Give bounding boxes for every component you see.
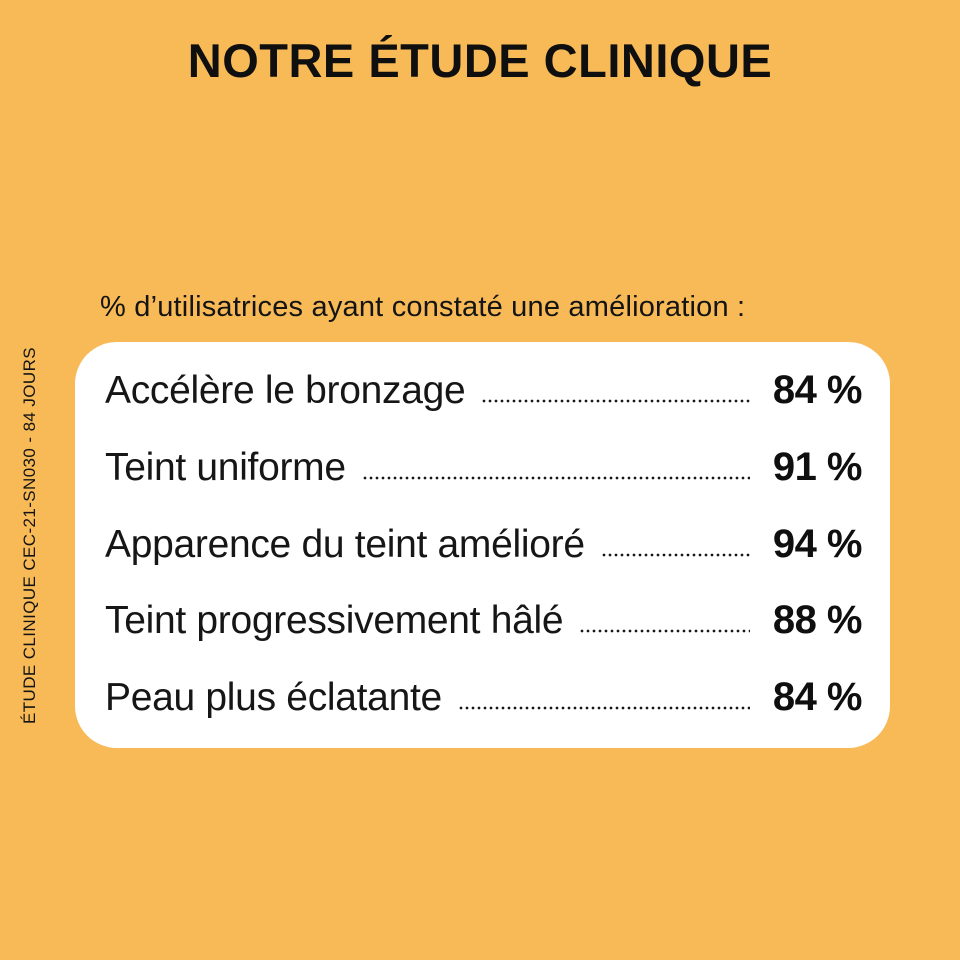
stat-label: Teint progressivement hâlé — [105, 599, 564, 643]
stats-card: Accélère le bronzage 84 % Teint uniforme… — [75, 342, 890, 748]
study-reference-vertical-label: ÉTUDE CLINIQUE CEC-21-SN030 - 84 JOURS — [20, 346, 39, 724]
dotted-leader — [361, 475, 750, 480]
dotted-leader — [579, 629, 750, 634]
stat-label: Apparence du teint amélioré — [105, 522, 585, 566]
dotted-leader — [457, 706, 750, 710]
stat-value: 84 % — [772, 675, 863, 719]
stat-row: Teint uniforme 91 % — [105, 444, 863, 490]
stat-label: Accélère le bronzage — [105, 369, 466, 412]
page-title: NOTRE ÉTUDE CLINIQUE — [187, 34, 773, 87]
stat-label: Teint uniforme — [105, 445, 346, 489]
stat-row: Accélère le bronzage 84 % — [105, 368, 863, 413]
stat-row: Peau plus éclatante 84 % — [105, 675, 863, 720]
stat-value: 91 % — [772, 444, 863, 489]
stat-value: 88 % — [772, 598, 863, 643]
stat-value: 94 % — [772, 521, 863, 566]
dotted-leader — [481, 399, 750, 403]
dotted-leader — [600, 552, 750, 557]
stat-row: Teint progressivement hâlé 88 % — [105, 598, 863, 643]
stat-label: Peau plus éclatante — [105, 676, 442, 719]
stats-card-rows: Accélère le bronzage 84 % Teint uniforme… — [105, 368, 863, 720]
study-subtitle: % d’utilisatrices ayant constaté une amé… — [100, 291, 746, 323]
stat-row: Apparence du teint amélioré 94 % — [105, 521, 863, 567]
stat-value: 84 % — [772, 368, 863, 412]
